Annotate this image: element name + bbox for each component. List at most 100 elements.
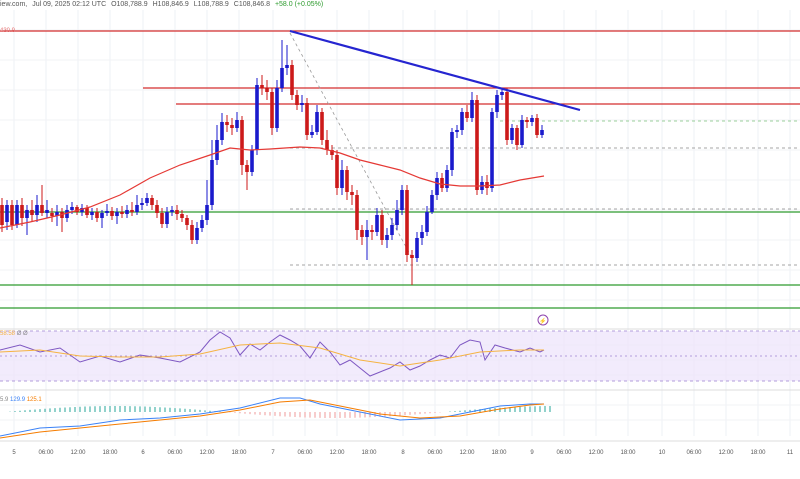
x-tick-11: 18:00 (361, 450, 377, 456)
x-tick-16: 9 (530, 450, 534, 456)
candle-body-16 (80, 208, 84, 212)
x-tick-14: 12:00 (459, 450, 475, 456)
candle-body-92 (460, 112, 464, 130)
candle-body-24 (120, 212, 124, 214)
candle-body-89 (445, 170, 449, 188)
candle-body-61 (305, 103, 309, 135)
x-tick-5: 06:00 (167, 450, 183, 456)
candle-body-48 (240, 120, 244, 165)
candle-body-14 (70, 207, 74, 210)
candle-body-62 (310, 132, 314, 135)
candles (0, 40, 544, 285)
candle-body-11 (55, 212, 59, 216)
candle-body-40 (200, 220, 204, 228)
candle-body-26 (130, 210, 134, 212)
candle-body-80 (400, 190, 404, 210)
candle-body-104 (520, 120, 524, 145)
candle-body-47 (235, 120, 239, 128)
candle-body-6 (30, 210, 34, 215)
candle-body-106 (530, 118, 534, 122)
measure-line (289, 32, 413, 259)
candle-body-77 (385, 235, 389, 240)
candle-body-39 (195, 228, 199, 240)
candle-body-81 (405, 190, 409, 255)
candle-body-94 (470, 100, 474, 118)
header-change: +58.0 (+0.05%) (274, 1, 324, 8)
candle-body-57 (285, 65, 289, 68)
signal-line (0, 399, 545, 439)
candle-body-85 (425, 212, 429, 232)
candle-body-44 (220, 122, 224, 140)
rsi-ma-line (0, 342, 544, 367)
header-low: L108,788.9 (193, 1, 229, 8)
candle-body-35 (175, 210, 179, 214)
candle-body-49 (245, 165, 249, 172)
macd-panel (0, 389, 800, 439)
candle-body-43 (215, 140, 219, 160)
candle-body-69 (345, 170, 349, 192)
candle-body-68 (340, 170, 344, 188)
event-marker (537, 314, 549, 326)
candle-body-13 (65, 210, 69, 218)
candle-body-71 (355, 195, 359, 230)
candle-body-30 (150, 198, 154, 205)
x-tick-0: 5 (12, 450, 16, 456)
candle-body-54 (270, 92, 274, 128)
rsi-ma-value: Ø (16, 331, 22, 337)
candle-body-95 (475, 100, 479, 190)
candle-body-58 (290, 65, 294, 95)
x-tick-17: 06:00 (556, 450, 572, 456)
candle-body-4 (20, 205, 24, 218)
candle-body-7 (35, 205, 39, 215)
candle-body-51 (255, 85, 259, 150)
candle-body-60 (300, 103, 304, 105)
candle-body-105 (525, 120, 529, 122)
candle-body-100 (500, 92, 504, 95)
candle-body-33 (165, 212, 169, 224)
candle-body-66 (330, 150, 334, 155)
candle-body-79 (395, 210, 399, 225)
candle-body-82 (410, 255, 414, 258)
candle-body-78 (390, 225, 394, 235)
candle-body-107 (535, 118, 539, 135)
candle-body-72 (360, 230, 364, 237)
x-tick-24: 11 (787, 450, 794, 456)
x-tick-12: 8 (401, 450, 405, 456)
candle-body-42 (210, 160, 214, 205)
levels (0, 30, 800, 309)
candle-body-53 (265, 88, 269, 92)
moving-average-line (0, 146, 545, 229)
candle-body-36 (180, 214, 184, 218)
x-tick-1: 06:00 (38, 450, 54, 456)
x-tick-10: 12:00 (329, 450, 345, 456)
candle-body-103 (515, 128, 519, 145)
candle-body-34 (170, 210, 174, 212)
candle-body-46 (230, 125, 234, 128)
candle-body-64 (320, 112, 324, 140)
candle-body-55 (275, 88, 279, 128)
signal-value: 125.1 (26, 397, 42, 403)
candle-body-108 (540, 130, 544, 135)
candle-body-1 (5, 205, 9, 222)
candle-body-5 (25, 210, 29, 218)
rsi-panel (0, 328, 800, 382)
rsi-labels: 58.58 Ø Ø (0, 331, 28, 337)
candle-body-63 (315, 112, 319, 132)
candle-body-31 (155, 205, 159, 213)
candle-body-50 (250, 150, 254, 172)
candle-body-25 (125, 210, 129, 214)
candle-body-37 (185, 218, 189, 225)
descending-trendline (289, 29, 581, 112)
candle-body-74 (370, 230, 374, 232)
candle-body-88 (440, 178, 444, 188)
x-tick-22: 12:00 (718, 450, 734, 456)
chart-header: iew.com, Jul 09, 2025 02:12 UTC O108,788… (0, 1, 326, 8)
candle-body-84 (420, 232, 424, 238)
macd-labels: 5.9 129.9 125.1 (0, 397, 42, 403)
candle-body-32 (160, 213, 164, 224)
candle-body-10 (50, 213, 54, 216)
candle-body-22 (110, 211, 114, 216)
candle-body-93 (465, 112, 469, 118)
x-tick-9: 06:00 (297, 450, 313, 456)
event-marker-icon: ⚡ (539, 317, 546, 325)
